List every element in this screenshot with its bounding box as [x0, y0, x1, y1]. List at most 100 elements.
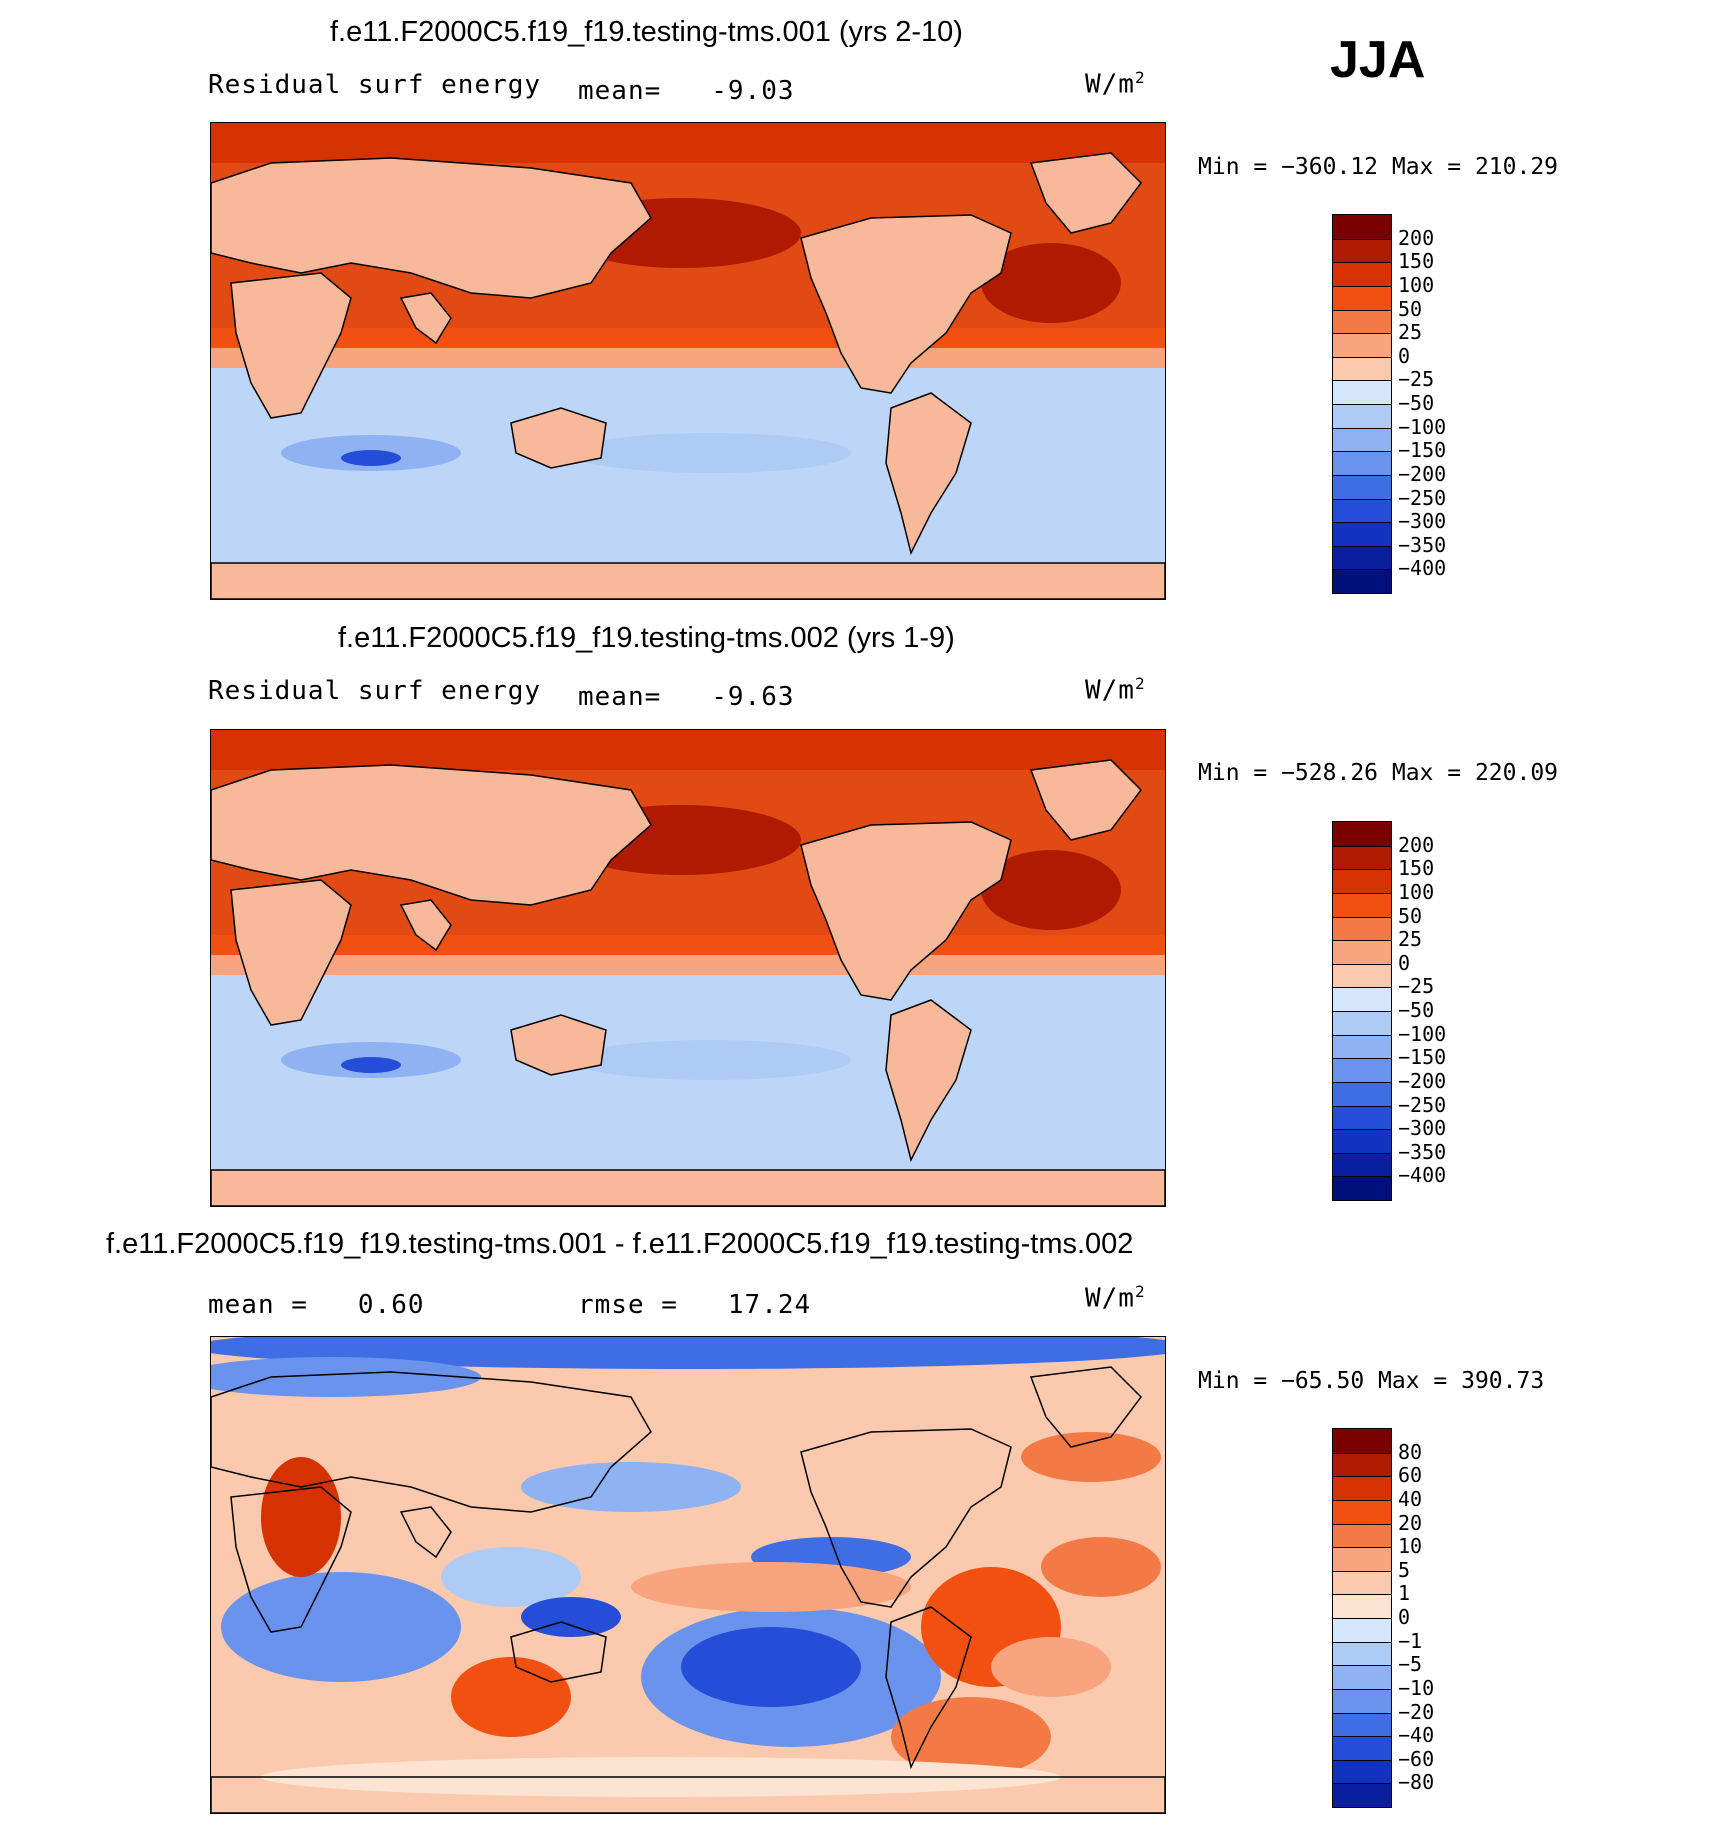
colorbar-cell: [1333, 1783, 1391, 1807]
colorbar-cell: [1333, 916, 1391, 941]
colorbar-cell: [1333, 1594, 1391, 1618]
colorbar-tick-label: −350: [1398, 532, 1447, 557]
colorbar-tick-label: −200: [1398, 461, 1447, 486]
panel3-colorbar: 80 60 40 20 10 5 1 0 −1 −5 −10 −20 −40 −60 −80: [1332, 1428, 1572, 1808]
colorbar-tick-label: 0: [1398, 343, 1411, 368]
colorbar-cell: [1333, 238, 1391, 263]
colorbar-tick-label: −250: [1398, 1092, 1447, 1117]
anomaly-region: [451, 1657, 571, 1737]
colorbar-tick-label: −100: [1398, 414, 1447, 439]
panel2-variable-label: Residual surf energy: [208, 676, 542, 706]
panel2-minmax: Min = −528.26 Max = 220.09: [1198, 760, 1559, 786]
colorbar-cell: [1333, 1688, 1391, 1713]
land-mass: [230, 879, 352, 1026]
colorbar-tick-label: 25: [1398, 320, 1423, 345]
colorbar-tick-label: 200: [1398, 225, 1435, 250]
colorbar-tick-label: 0: [1398, 1605, 1411, 1629]
colorbar-tick-label: −50: [1398, 998, 1435, 1022]
colorbar-tick-label: −400: [1398, 1163, 1447, 1188]
colorbar-tick-label: 10: [1398, 1534, 1423, 1559]
arctic-band: [211, 123, 1165, 163]
colorbar-cell: [1333, 569, 1391, 593]
north-atlantic-maximum: [981, 243, 1121, 323]
colorbar-box: [1332, 821, 1392, 1201]
colorbar-cell: [1333, 987, 1391, 1011]
arctic-band: [211, 730, 1165, 770]
colorbar-cell: [1333, 427, 1391, 452]
colorbar-cell: [1333, 1034, 1391, 1059]
anomaly-region: [221, 1572, 461, 1682]
colorbar-cell: [1333, 1570, 1391, 1595]
panel3-title: f.e11.F2000C5.f19_f19.testing-tms.001 - …: [106, 1228, 1134, 1260]
colorbar-cell: [1333, 822, 1391, 846]
panel3-rmse-label: rmse = 17.24: [578, 1290, 811, 1320]
panel1-field: [211, 123, 1165, 599]
colorbar-tick-label: 20: [1398, 1510, 1423, 1535]
panel3-rmse-value: 17.24: [727, 1290, 812, 1320]
colorbar-cell: [1333, 1058, 1391, 1082]
colorbar-cell: [1333, 1176, 1391, 1200]
land-mass: [1029, 152, 1142, 234]
colorbar-cell: [1333, 285, 1391, 310]
land-mass: [1029, 759, 1142, 841]
coastline: [211, 1371, 652, 1513]
colorbar-cell: [1333, 1499, 1391, 1524]
anomaly-region: [441, 1547, 581, 1607]
north-atlantic-maximum: [981, 850, 1121, 930]
anomaly-region: [521, 1597, 621, 1637]
colorbar-cell: [1333, 1105, 1391, 1130]
colorbar-tick-label: 150: [1398, 249, 1435, 274]
colorbar-cell: [1333, 1759, 1391, 1784]
panel3-mean-value: 0.60: [357, 1290, 425, 1320]
panel1-mean-value: -9.03: [711, 76, 795, 106]
land-mass: [399, 899, 452, 952]
panel3-field: [211, 1337, 1165, 1813]
coastline: [211, 1776, 1165, 1813]
panel2-colorbar: 200 150 100 50 25 0 −25 −50 −100 −150 −200 −250 −300…: [1332, 821, 1572, 1201]
colorbar-tick-label: −25: [1398, 974, 1435, 999]
colorbar-cell: [1333, 1712, 1391, 1737]
coastline: [230, 1486, 352, 1633]
colorbar-cell: [1333, 940, 1391, 964]
coastline: [399, 1506, 452, 1559]
panel2-mean-label: mean= -9.63: [578, 682, 795, 712]
panel2-mean-text: mean=: [578, 682, 662, 712]
colorbar-tick-label: −150: [1398, 438, 1447, 463]
land-mass: [211, 1169, 1165, 1206]
land-mass: [211, 764, 652, 906]
colorbar-cell: [1333, 963, 1391, 988]
colorbar-tick-label: 25: [1398, 927, 1423, 952]
equatorial-band: [211, 955, 1165, 975]
colorbar-cell: [1333, 498, 1391, 523]
colorbar-tick-label: −40: [1398, 1723, 1435, 1748]
colorbar-tick-label: 50: [1398, 296, 1423, 321]
anomaly-region: [521, 1462, 741, 1512]
panel1-title: f.e11.F2000C5.f19_f19.testing-tms.001 (y…: [330, 16, 963, 48]
panel1-units-base: W/m: [1085, 69, 1135, 100]
colorbar-box: [1332, 1428, 1392, 1808]
colorbar-tick-label: 80: [1398, 1439, 1423, 1464]
indian-ocean-minimum: [341, 1057, 401, 1073]
indian-ocean-minimum: [341, 450, 401, 466]
land-mass: [211, 157, 652, 299]
land-mass: [211, 562, 1165, 599]
colorbar-cell: [1333, 474, 1391, 499]
colorbar-cell: [1333, 380, 1391, 404]
anomaly-region: [681, 1627, 861, 1707]
colorbar-cell: [1333, 333, 1391, 357]
panel1-variable-label: Residual surf energy: [208, 70, 542, 100]
colorbar-cell: [1333, 404, 1391, 428]
colorbar-cell: [1333, 892, 1391, 917]
colorbar-tick-label: −250: [1398, 485, 1447, 510]
colorbar-tick-label: 60: [1398, 1463, 1423, 1488]
colorbar-cell: [1333, 1523, 1391, 1548]
colorbar-tick-label: −400: [1398, 556, 1447, 581]
land-mass: [800, 214, 1012, 394]
anomaly-region: [631, 1562, 911, 1612]
colorbar-tick-label: −80: [1398, 1770, 1435, 1795]
colorbar-tick-label: 50: [1398, 903, 1423, 928]
colorbar-tick-label: 100: [1398, 272, 1435, 297]
colorbar-tick-label: −300: [1398, 509, 1447, 534]
panel2-map: [210, 729, 1166, 1207]
colorbar-cell: [1333, 1665, 1391, 1689]
